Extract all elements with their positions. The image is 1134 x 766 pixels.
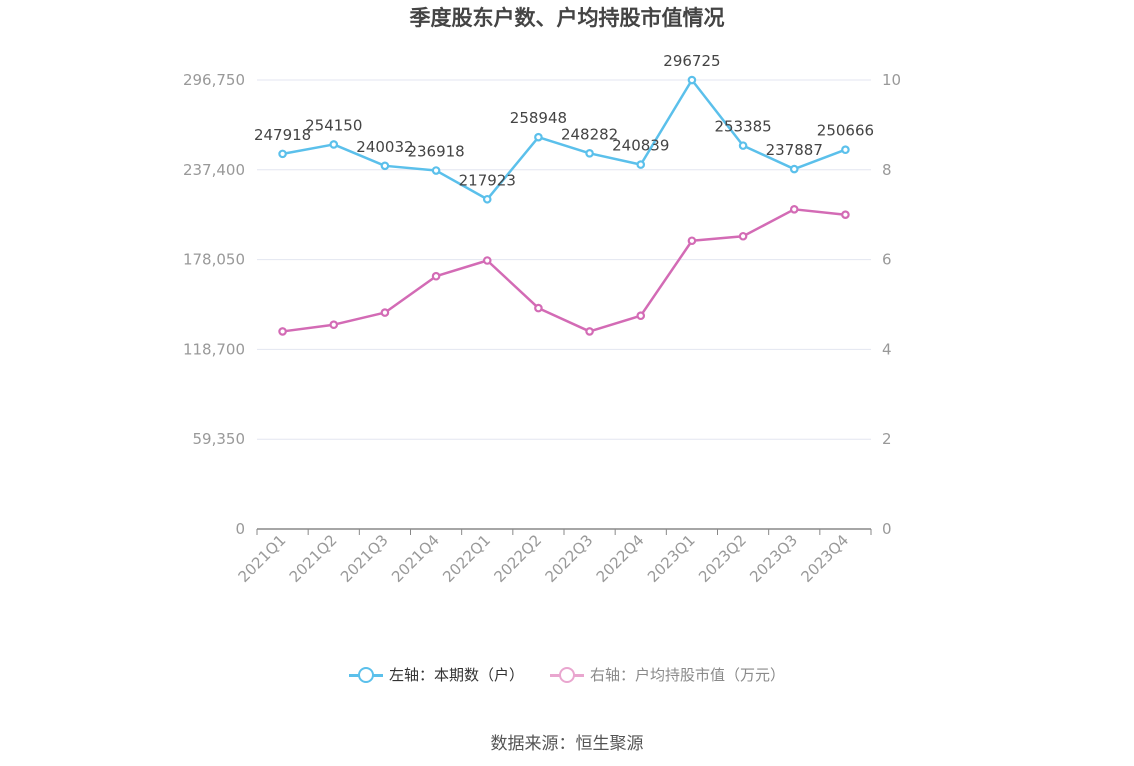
data-point (585, 327, 594, 336)
data-label: 236918 (407, 143, 464, 161)
legend-line-circle-icon (348, 666, 383, 684)
data-point (380, 161, 390, 171)
data-label: 250666 (817, 122, 874, 140)
data-label: 254150 (305, 116, 362, 134)
data-label: 253385 (714, 118, 771, 136)
left-tick-label: 118,700 (183, 340, 245, 358)
data-point (329, 320, 339, 330)
legend-label-holders: 左轴：本期数（户） (388, 666, 524, 684)
data-point (329, 140, 339, 149)
grid-lines (257, 79, 871, 440)
data-label: 258948 (510, 109, 567, 127)
right-tick-label: 8 (882, 161, 892, 179)
data-label: 247918 (254, 126, 311, 144)
series-line (282, 78, 846, 201)
data-point (687, 75, 697, 85)
x-tick-label: 2022Q3 (542, 531, 597, 586)
data-label: 217923 (459, 171, 516, 189)
series-line (282, 208, 846, 333)
data-point (534, 303, 543, 313)
x-tick-label: 2023Q2 (695, 531, 750, 586)
data-point (278, 327, 287, 336)
data-point (431, 166, 441, 175)
x-tick-label: 2023Q1 (644, 531, 699, 586)
x-tick-label: 2022Q1 (439, 531, 494, 586)
legend-item-holders[interactable]: 左轴：本期数（户） (348, 664, 524, 685)
x-tick-label: 2022Q2 (490, 531, 545, 586)
right-tick-label: 0 (882, 520, 892, 538)
data-point (841, 145, 850, 155)
right-tick-label: 4 (882, 340, 892, 358)
data-point (534, 132, 543, 142)
data-label: 237887 (766, 141, 823, 159)
legend-item-avg-value[interactable]: 右轴：户均持股市值（万元） (550, 664, 785, 685)
data-point (431, 271, 441, 281)
series-lines (278, 75, 850, 336)
left-tick-label: 178,050 (183, 251, 245, 269)
data-label: 296725 (663, 52, 720, 70)
data-point (789, 205, 799, 214)
left-tick-label: 237,400 (183, 161, 245, 179)
x-tick-label: 2023Q4 (797, 531, 852, 586)
left-tick-label: 296,750 (183, 71, 245, 89)
x-tick-label: 2023Q3 (746, 531, 801, 586)
right-tick-label: 10 (882, 71, 901, 89)
data-point (482, 256, 492, 265)
data-point (380, 308, 390, 317)
data-point (841, 210, 850, 220)
left-tick-label: 59,350 (193, 430, 246, 448)
chart-title: 季度股东户数、户均持股市值情况 (409, 6, 725, 30)
x-tick-label: 2021Q4 (388, 531, 443, 586)
data-point (636, 311, 646, 321)
x-tick-label: 2021Q1 (235, 531, 290, 586)
right-tick-label: 2 (882, 430, 892, 448)
legend: 左轴：本期数（户） 右轴：户均持股市值（万元） (0, 664, 1134, 685)
left-tick-label: 0 (235, 520, 245, 538)
data-point (482, 194, 492, 204)
data-label: 248282 (561, 125, 618, 143)
x-tick-label: 2021Q2 (286, 531, 341, 586)
data-point (636, 160, 646, 169)
data-point (738, 231, 748, 241)
x-tick-label: 2021Q3 (337, 531, 392, 586)
legend-label-avg-value: 右轴：户均持股市值（万元） (590, 666, 786, 684)
data-point (789, 164, 799, 174)
data-point (278, 149, 287, 159)
right-tick-label: 6 (882, 251, 892, 269)
data-label: 240839 (612, 137, 669, 155)
chart-plot: 0 59,350 118,700 178,050 237,400 296,750 0 2 4 6 8… (183, 52, 901, 586)
data-point (687, 236, 697, 246)
data-source-note: 数据来源：恒生聚源 (490, 734, 644, 754)
legend-line-circle-icon (550, 666, 584, 684)
data-point (585, 149, 594, 158)
data-point (738, 141, 748, 150)
data-label: 240032 (356, 138, 413, 156)
x-tick-label: 2022Q4 (593, 531, 648, 586)
